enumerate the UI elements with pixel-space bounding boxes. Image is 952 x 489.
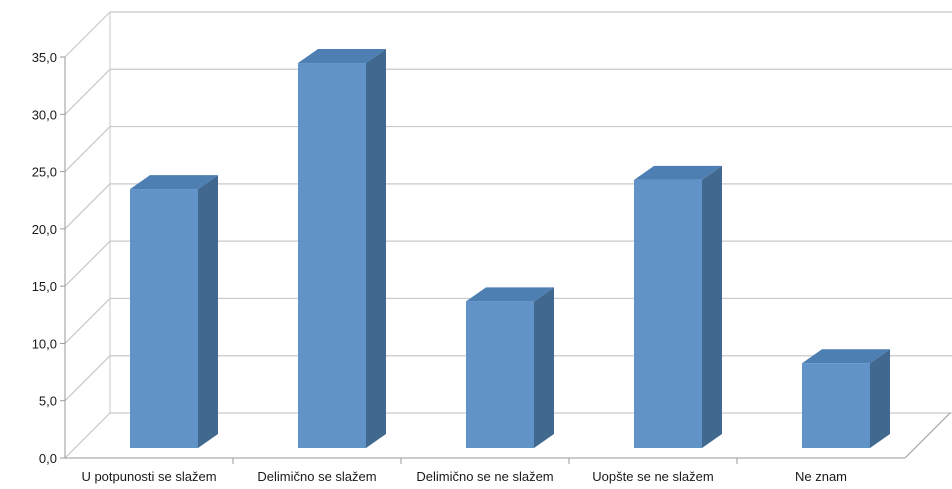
bar-side — [702, 165, 722, 448]
x-category-label: Uopšte se ne slažem — [592, 469, 713, 484]
gridline-side — [64, 298, 111, 344]
bar-side — [534, 287, 554, 448]
x-category-label: Delimično se ne slažem — [416, 469, 553, 484]
bar-side — [198, 175, 218, 448]
bar-top — [130, 175, 218, 190]
y-tick-label: 0,0 — [39, 451, 57, 466]
x-category-label: Ne znam — [795, 469, 847, 484]
y-tick-label: 20,0 — [32, 222, 57, 237]
x-category-label: Delimično se slažem — [257, 469, 376, 484]
y-tick-label: 25,0 — [32, 165, 57, 180]
gridline-side — [64, 126, 111, 172]
x-category-label: U potpunosti se slažem — [81, 469, 216, 484]
y-tick-label: 35,0 — [32, 50, 57, 65]
bar — [634, 179, 702, 448]
floor-edge-right — [904, 412, 951, 459]
y-tick-label: 30,0 — [32, 107, 57, 122]
gridline-side — [64, 11, 111, 58]
gridline-side — [64, 183, 111, 230]
bar-side — [870, 349, 890, 448]
gridline-side — [64, 355, 111, 402]
bar — [130, 189, 198, 448]
bar-top — [466, 287, 554, 302]
bar — [298, 63, 366, 448]
bar-top — [298, 49, 386, 64]
y-tick-label: 10,0 — [32, 336, 57, 351]
gridline-side — [64, 240, 111, 287]
gridline-side — [64, 412, 111, 459]
bar-top — [802, 349, 890, 364]
gridline-side — [64, 68, 111, 115]
bar-side — [366, 49, 386, 448]
bar-top — [634, 165, 722, 180]
bar — [466, 301, 534, 448]
bar — [802, 363, 870, 448]
y-tick-label: 5,0 — [39, 394, 57, 409]
y-tick-label: 15,0 — [32, 279, 57, 294]
